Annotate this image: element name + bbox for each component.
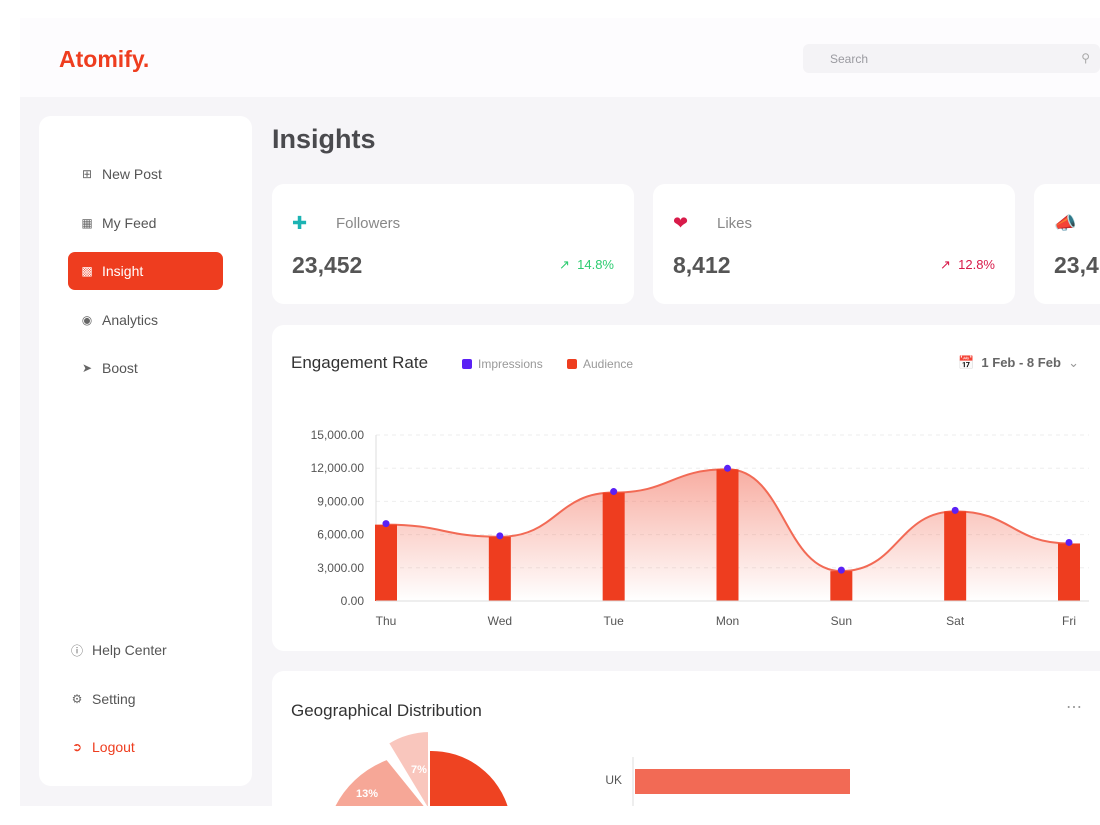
audience-bar: [375, 524, 397, 601]
trend-up-icon: ↗: [940, 257, 959, 272]
user-plus-icon: ✚: [292, 213, 308, 233]
impressions-point: [610, 488, 618, 496]
legend-impressions[interactable]: Impressions: [462, 357, 543, 371]
x-tick-label: Wed: [488, 614, 512, 628]
nav-label: My Feed: [102, 215, 157, 231]
logo: Atomify.: [59, 46, 150, 72]
impressions-point: [951, 506, 959, 514]
chevron-down-icon: ⌄: [1060, 355, 1080, 370]
search-placeholder: Search: [830, 52, 869, 66]
stat-value: 8,412: [673, 252, 731, 278]
sidebar-item-help-center[interactable]: ⓘ Help Center: [58, 631, 213, 669]
search-icon[interactable]: ⚲: [1081, 51, 1090, 65]
megaphone-icon: 📣: [1054, 213, 1077, 233]
legend-label: Impressions: [478, 357, 543, 371]
geo-chart: 7% 13% UK: [333, 729, 850, 806]
audience-bar: [716, 469, 739, 601]
nav-label: Analytics: [102, 312, 159, 328]
audience-bar: [602, 492, 625, 601]
y-tick-label: 15,000.00: [311, 428, 365, 442]
grid-icon: ▦: [81, 216, 93, 230]
x-tick-label: Sun: [831, 614, 852, 628]
sidebar-item-analytics[interactable]: ◉ Analytics: [68, 301, 223, 339]
stat-value: 23,4: [1054, 252, 1099, 278]
pie-slice-13: [333, 757, 427, 806]
sidebar-item-setting[interactable]: ⚙ Setting: [58, 680, 213, 718]
pie-slice-7: [386, 729, 430, 806]
impressions-point: [496, 532, 504, 540]
pie-label: 7%: [411, 764, 427, 776]
pie-slice-main: [429, 750, 508, 806]
nav-label: Setting: [92, 691, 136, 707]
sidebar-item-my-feed[interactable]: ▦ My Feed: [68, 204, 223, 242]
y-tick-label: 0.00: [341, 594, 365, 608]
stat-card-likes: ❤ Likes 8,412 ↗ 12.8%: [653, 184, 1015, 304]
geo-card: Geographical Distribution ⋯ 7% 13% UK: [272, 671, 1100, 806]
x-tick-label: Mon: [716, 614, 739, 628]
nav-label: Help Center: [92, 642, 167, 658]
stat-value: 23,452: [292, 252, 363, 278]
plus-square-icon: ⊞: [81, 167, 93, 181]
impressions-point: [1065, 538, 1073, 546]
bar-chart-icon: ▩: [81, 264, 93, 278]
more-icon[interactable]: ⋯: [1066, 699, 1082, 716]
audience-bar: [830, 571, 853, 601]
stat-change-value: 14.8%: [577, 257, 614, 272]
stat-card-third: 📣 23,4: [1034, 184, 1100, 304]
y-tick-label: 12,000.00: [311, 461, 365, 475]
stat-change: ↗ 12.8%: [940, 257, 995, 273]
legend-audience[interactable]: Audience: [567, 357, 633, 371]
x-tick-label: Sat: [946, 614, 965, 628]
impressions-point: [724, 464, 731, 472]
stat-label: Followers: [336, 215, 401, 232]
x-tick-label: Tue: [604, 614, 625, 628]
date-range-picker[interactable]: 📅 1 Feb - 8 Feb ⌄: [958, 355, 1079, 371]
geo-title: Geographical Distribution: [291, 701, 482, 720]
heart-pulse-icon: ❤: [673, 213, 689, 233]
nav-label: New Post: [102, 166, 162, 182]
stat-card-followers: ✚ Followers 23,452 ↗ 14.8%: [272, 184, 634, 304]
page-title: Insights: [272, 124, 376, 154]
search-input[interactable]: Search ⚲: [803, 44, 1100, 73]
nav-label: Logout: [92, 739, 135, 755]
sidebar-item-boost[interactable]: ➤ Boost: [68, 349, 223, 387]
audience-bar: [944, 511, 967, 601]
bar-label: UK: [605, 773, 622, 787]
trend-up-icon: ↗: [559, 257, 578, 272]
sidebar-item-new-post[interactable]: ⊞ New Post: [68, 155, 223, 193]
info-icon: ⓘ: [70, 643, 83, 658]
x-tick-label: Fri: [1062, 614, 1076, 628]
engagement-card: Engagement Rate Impressions Audience 📅 1…: [272, 325, 1100, 651]
audience-bar: [1058, 543, 1080, 601]
legend-label: Audience: [583, 357, 634, 371]
engagement-chart: 15,000.00 12,000.00 9,000.00 6,000.00 3,000.…: [311, 428, 1089, 628]
nav-label: Boost: [102, 360, 138, 376]
globe-icon: ◉: [81, 313, 93, 327]
logout-icon: ➲: [71, 740, 83, 754]
y-tick-label: 3,000.00: [317, 561, 364, 575]
gear-icon: ⚙: [71, 692, 83, 706]
y-tick-label: 6,000.00: [317, 528, 364, 542]
sidebar-item-insight[interactable]: ▩ Insight: [68, 252, 223, 290]
date-range-label: 1 Feb - 8 Feb: [981, 355, 1061, 370]
bar-uk: [635, 769, 850, 794]
sidebar: ⊞ New Post ▦ My Feed ▩ Insight ◉ Analytics ➤…: [39, 116, 252, 786]
impressions-point: [837, 566, 845, 574]
y-tick-label: 9,000.00: [317, 494, 364, 508]
audience-bar: [488, 536, 511, 601]
calendar-icon: 📅: [958, 355, 982, 370]
app-frame: Atomify. Search ⚲ ⊞ New Post ▦ My Feed ▩ Ins…: [20, 18, 1100, 806]
stat-change-value: 12.8%: [958, 257, 995, 272]
x-tick-label: Thu: [376, 614, 397, 628]
nav-label: Insight: [102, 263, 144, 279]
header: Atomify. Search ⚲: [20, 18, 1100, 97]
sidebar-item-logout[interactable]: ➲ Logout: [58, 728, 213, 766]
impressions-point: [382, 520, 390, 528]
rocket-icon: ➤: [81, 361, 93, 375]
engagement-title: Engagement Rate: [291, 353, 429, 372]
pie-label: 13%: [356, 788, 378, 800]
stat-change: ↗ 14.8%: [559, 257, 614, 273]
stat-label: Likes: [717, 215, 753, 232]
